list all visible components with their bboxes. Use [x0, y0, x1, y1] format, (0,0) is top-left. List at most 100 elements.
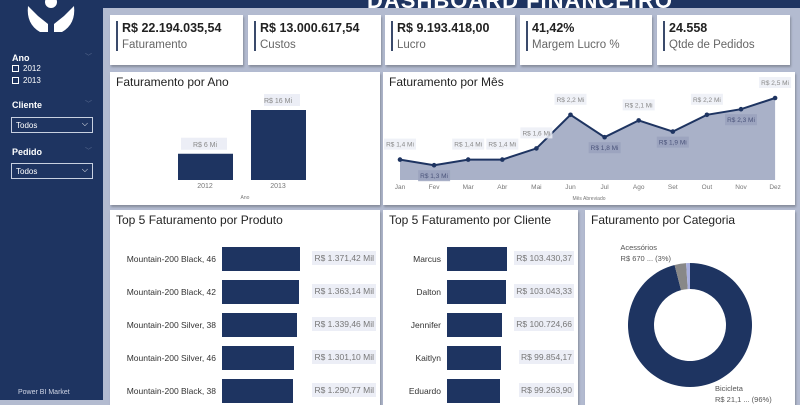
filter-ano-label: Ano [12, 53, 30, 63]
sidebar: Ano ﹀ 2012 2013 Cliente ﹀ Todos ⌵ Pedido … [0, 0, 103, 400]
data-label-bg [264, 94, 300, 106]
kpi-custos: R$ 13.000.617,54 Custos [248, 15, 381, 65]
x-tick-label: 2012 [197, 183, 213, 190]
data-label-bg [486, 138, 519, 150]
data-label: R$ 103.043,33 [514, 284, 574, 298]
bar [222, 379, 293, 403]
chevron-down-icon[interactable]: ﹀ [85, 148, 92, 155]
data-label-bg [725, 114, 757, 126]
area-fill [400, 98, 776, 180]
kpi-lucro: R$ 9.193.418,00 Lucro [385, 15, 515, 65]
category-label: Mountain-200 Silver, 46 [126, 353, 216, 363]
chart-faturamento-ano: Faturamento por Ano R$ 6 Mi 2012 R$ 16 Mi 2… [110, 72, 380, 205]
category-label: Mountain-200 Silver, 38 [126, 320, 216, 330]
chart-title: Faturamento por Categoria [591, 213, 736, 227]
data-label-bg [520, 127, 553, 139]
filter-cliente-label: Cliente [12, 100, 43, 110]
bar [447, 247, 507, 271]
data-label-bg [656, 136, 689, 148]
bar-row: Eduardo R$ 99.263,90 [383, 379, 578, 403]
x-tick-label: 2013 [270, 183, 286, 190]
chart-title: Faturamento por Ano [116, 75, 229, 89]
category-label: Jennifer [410, 320, 441, 330]
data-point-Mar [465, 157, 471, 162]
data-label: R$ 1.339,46 Mil [312, 317, 376, 331]
chevron-down-icon[interactable]: ﹀ [85, 101, 92, 108]
chevron-down-icon: ⌵ [81, 119, 88, 128]
bar-row: Mountain-200 Black, 42 R$ 1.363,14 Mil [110, 280, 380, 304]
data-label-bg [588, 142, 621, 154]
chart-title: Faturamento por Mês [389, 75, 504, 89]
slice-Bicicleta [628, 263, 752, 387]
bar [222, 346, 294, 370]
x-axis-label: Mês Abreviado [572, 196, 605, 202]
bar-row: Kaitlyn R$ 99.854,17 [383, 346, 578, 370]
pedido-dropdown[interactable]: Todos ⌵ [11, 163, 93, 179]
category-label: Mountain-200 Black, 42 [126, 287, 216, 297]
slice-name-label: Acessórios [620, 243, 657, 252]
data-label-bg [554, 93, 587, 105]
chart-categoria: Faturamento por Categoria Acessórios R$ 6… [585, 210, 795, 405]
data-label: R$ 1.301,10 Mil [312, 350, 376, 364]
checkbox-2012[interactable]: 2012 [12, 64, 41, 73]
category-label: Mountain-200 Black, 38 [126, 386, 216, 396]
bar [447, 379, 501, 403]
header-bar [103, 0, 800, 8]
bar-2012 [178, 153, 233, 180]
data-label-bg [418, 170, 451, 182]
data-label: R$ 1,8 Mi [591, 145, 619, 152]
hands-money-icon [27, 0, 75, 32]
x-tick-label: Dez [769, 184, 781, 191]
x-tick-label: Jul [600, 184, 609, 191]
x-tick-label: Jan [395, 184, 406, 191]
data-label: R$ 1.371,42 Mil [312, 251, 376, 265]
data-label-bg [622, 99, 655, 111]
footer-brand: Power BI Market [18, 389, 70, 396]
data-label: R$ 100.724,66 [514, 317, 574, 331]
data-point-Out [704, 112, 710, 118]
data-label: R$ 1,4 Mi [454, 142, 482, 149]
x-tick-label: Jun [565, 184, 576, 191]
x-tick-label: Ago [633, 184, 645, 191]
data-label-bg [452, 138, 485, 150]
bar-row: Mountain-200 Black, 46 R$ 1.371,42 Mil [110, 247, 380, 271]
chart-title: Top 5 Faturamento por Cliente [389, 213, 552, 227]
bar-row: Mountain-200 Black, 38 R$ 1.290,77 Mil [110, 379, 380, 403]
data-label: R$ 2,1 Mi [625, 102, 653, 109]
kpi-faturamento: R$ 22.194.035,54 Faturamento [110, 15, 243, 65]
series-line [399, 97, 776, 167]
bar [222, 313, 298, 337]
checkbox-2013[interactable]: 2013 [12, 76, 41, 85]
chart-top5-cliente: Top 5 Faturamento por Cliente Marcus R$ 1… [383, 210, 578, 405]
bar-row: Mountain-200 Silver, 38 R$ 1.339,46 Mil [110, 313, 380, 337]
data-point-Jul [602, 134, 607, 140]
category-label: Marcus [413, 254, 441, 264]
data-point-Jan [397, 157, 403, 162]
x-axis-label: Ano [241, 195, 250, 201]
data-label: R$ 2,5 Mi [761, 80, 789, 87]
data-label-bg [384, 138, 416, 150]
category-label: Eduardo [408, 386, 441, 396]
chart-title: Top 5 Faturamento por Produto [116, 213, 283, 227]
x-tick-label: Abr [497, 184, 508, 191]
data-label-bg [181, 137, 227, 150]
filter-pedido-label: Pedido [12, 147, 43, 157]
category-label: Kaitlyn [415, 353, 441, 363]
category-label: Dalton [416, 287, 441, 297]
cliente-dropdown[interactable]: Todos ⌵ [11, 117, 93, 133]
data-label: R$ 1,6 Mi [522, 130, 550, 137]
data-point-Fev [431, 162, 437, 168]
data-point-Jun [568, 112, 573, 118]
data-label: R$ 2,2 Mi [693, 97, 721, 104]
data-label: R$ 1,4 Mi [386, 142, 414, 149]
data-label: R$ 1.363,14 Mil [312, 284, 376, 298]
chevron-down-icon[interactable]: ﹀ [85, 54, 92, 61]
x-tick-label: Out [702, 184, 713, 191]
x-tick-label: Mar [463, 184, 475, 191]
data-label: R$ 99.263,90 [518, 383, 574, 397]
bar [222, 247, 300, 271]
data-label: R$ 1.290,77 Mil [312, 383, 376, 397]
bar-row: Mountain-200 Silver, 46 R$ 1.301,10 Mil [110, 346, 380, 370]
data-label-bg [759, 77, 792, 88]
data-point-Nov [738, 106, 744, 112]
